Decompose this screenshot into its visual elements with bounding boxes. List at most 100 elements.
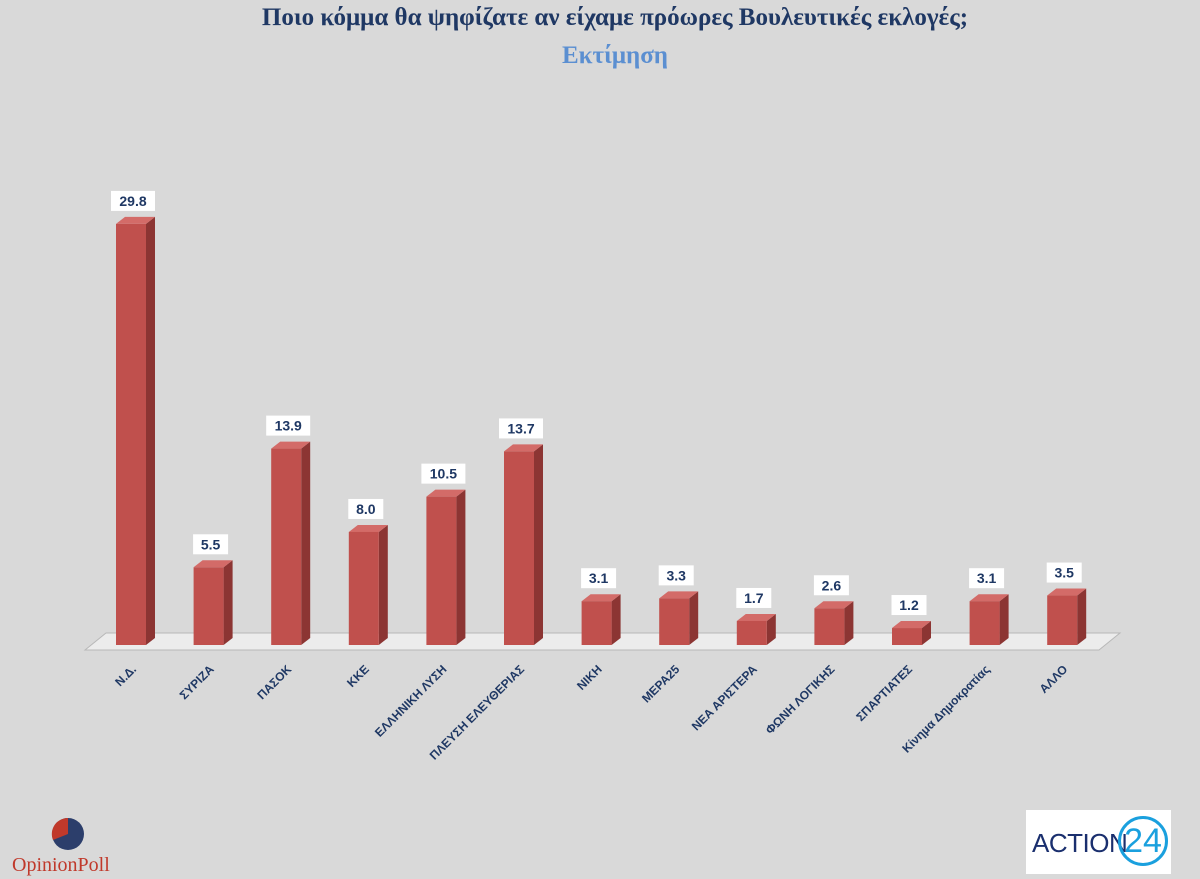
bar-side <box>844 601 854 645</box>
data-label: 3.5 <box>1054 565 1074 581</box>
data-label: 5.5 <box>201 536 221 552</box>
bar-front <box>969 601 1000 645</box>
bar: 10.5 <box>421 463 466 645</box>
data-label-box <box>658 565 694 586</box>
category-label: ΚΚΕ <box>344 662 372 690</box>
bar-side <box>301 441 311 645</box>
bar: 1.2 <box>891 595 931 645</box>
bar-top <box>969 594 1009 602</box>
bar-side <box>766 613 776 645</box>
bar-chart: 29.8 5.5 13.9 8.0 10.5 13.7 3.1 3.3 1.7 2.6 1.2 3.1… <box>83 190 1122 763</box>
bar-top <box>504 444 543 452</box>
data-label: 10.5 <box>430 466 457 482</box>
data-label-box <box>348 498 384 519</box>
bar-top <box>659 591 699 599</box>
action24-logo: ACTION 24 <box>1026 810 1171 874</box>
data-label-box <box>736 587 772 608</box>
data-label: 13.9 <box>275 418 302 434</box>
bar-side <box>922 621 931 645</box>
category-label: ΣΠΑΡΤΙΑΤΕΣ <box>853 662 915 724</box>
bar-front <box>193 567 224 645</box>
bar-top <box>1047 588 1087 596</box>
bar-top <box>193 560 233 568</box>
bar-front <box>504 451 534 645</box>
action24-logo-number: 24 <box>1118 816 1168 866</box>
data-label: 8.0 <box>356 501 376 517</box>
bar: 1.7 <box>736 587 776 645</box>
data-label: 3.3 <box>666 567 686 583</box>
bar-top <box>271 441 311 449</box>
bar-side <box>223 560 233 645</box>
bar: 29.8 <box>111 190 155 645</box>
bar-front <box>1047 595 1078 645</box>
bar: 13.9 <box>266 415 311 645</box>
bar-front <box>736 620 767 645</box>
data-label: 3.1 <box>977 570 997 586</box>
bar-front <box>659 598 690 645</box>
opinionpoll-logo-text: OpinionPoll <box>12 854 110 876</box>
bar-side <box>534 444 543 645</box>
data-label-box <box>891 595 927 616</box>
category-label: ΠΑΣΟΚ <box>254 662 294 702</box>
bar: 3.1 <box>581 568 621 645</box>
data-label-box <box>1046 562 1082 583</box>
category-label: ΑΛΛΟ <box>1037 662 1071 696</box>
bar-front <box>116 223 146 645</box>
data-label-box <box>581 568 617 589</box>
category-label: Κίνημα Δημοκρατίας <box>899 662 992 755</box>
data-label-box <box>266 415 311 436</box>
bar-front <box>892 628 922 645</box>
category-label: ΕΛΛΗΝΙΚΗ ΛΥΣΗ <box>372 662 450 740</box>
bar: 8.0 <box>348 498 388 645</box>
data-label-box <box>421 463 466 484</box>
bar-front <box>271 448 302 645</box>
category-label: ΣΥΡΙΖΑ <box>177 662 217 702</box>
category-label: Ν.Δ. <box>112 662 139 689</box>
data-label: 3.1 <box>589 570 609 586</box>
category-label: ΝΙΚΗ <box>574 662 605 693</box>
chart-title: Ποιο κόμμα θα ψηφίζατε αν είχαμε πρόωρες… <box>261 4 969 31</box>
data-label: 29.8 <box>119 193 146 209</box>
data-label-box <box>193 534 229 555</box>
bar: 3.3 <box>658 565 699 645</box>
chart-subtitle: Εκτίμηση <box>562 42 668 69</box>
data-label: 1.7 <box>744 590 764 606</box>
bar-front <box>348 531 379 645</box>
category-label: ΝΕΑ ΑΡΙΣΤΕΡΑ <box>689 662 760 733</box>
bar-side <box>689 591 699 645</box>
category-label: ΜΕΡΑ25 <box>639 662 682 705</box>
data-label-box <box>813 575 849 596</box>
bar-top <box>892 621 931 629</box>
bar-side <box>146 216 155 645</box>
bar-top <box>116 216 155 224</box>
bar-side <box>611 594 621 645</box>
bar-side <box>999 594 1009 645</box>
bar-top <box>348 524 388 532</box>
bar-front <box>426 496 457 645</box>
bar-side <box>378 524 388 645</box>
bar: 13.7 <box>499 418 543 645</box>
bar-side <box>1077 588 1087 645</box>
bar-top <box>814 601 854 609</box>
data-label-box <box>111 190 155 211</box>
bar-front <box>814 608 845 645</box>
bar: 3.5 <box>1046 562 1087 645</box>
action24-logo-text: ACTION <box>1032 828 1128 858</box>
bar-top <box>581 594 621 602</box>
data-label-box <box>969 568 1005 589</box>
data-label: 1.2 <box>899 597 919 613</box>
bar-front <box>581 601 612 645</box>
bar: 3.1 <box>969 568 1009 645</box>
opinionpoll-logo-icon <box>51 817 84 850</box>
bar-top <box>736 613 776 621</box>
bar-side <box>456 489 466 645</box>
data-label-box <box>499 418 543 439</box>
bar: 2.6 <box>813 575 854 645</box>
bars-group: 29.8 5.5 13.9 8.0 10.5 13.7 3.1 3.3 1.7 2.6 1.2 3.1… <box>111 190 1087 645</box>
bar-top <box>426 489 466 497</box>
data-label: 13.7 <box>507 420 534 436</box>
opinionpoll-logo: OpinionPoll <box>10 814 130 879</box>
bar: 5.5 <box>193 534 233 645</box>
data-label: 2.6 <box>822 577 842 593</box>
